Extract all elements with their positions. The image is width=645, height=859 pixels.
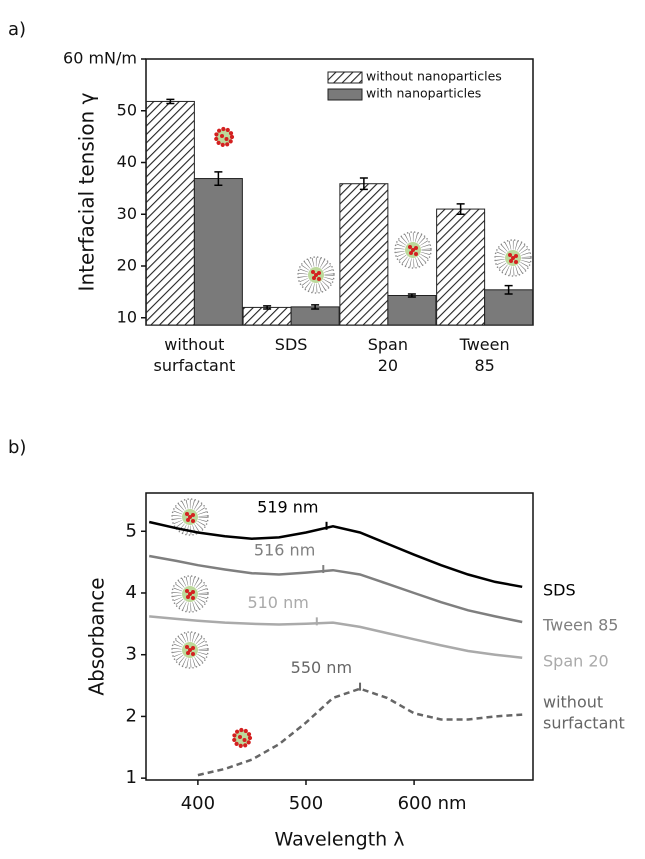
error-bar xyxy=(311,304,320,310)
legend-swatch xyxy=(327,88,363,101)
x-tick-label: SDS xyxy=(275,335,308,354)
bar xyxy=(242,306,292,326)
x-tick-label: 600 nm xyxy=(398,793,467,814)
peak-label: 550 nm xyxy=(291,658,352,677)
y-axis-title: Absorbance xyxy=(85,577,109,695)
error-bar xyxy=(166,98,175,105)
series-label: Tween 85 xyxy=(542,615,618,634)
nanoparticle-icon xyxy=(298,257,334,293)
nanoparticle-icon xyxy=(172,576,208,612)
peak-label: 510 nm xyxy=(247,593,308,612)
error-bar xyxy=(456,203,465,216)
line-series xyxy=(197,687,523,777)
x-tick-label: without surfactant xyxy=(153,335,235,375)
y-axis-title: Interfacial tension γ xyxy=(75,92,99,291)
nanoparticle-icon xyxy=(234,730,250,746)
y-tick-label: 60 mN/m xyxy=(63,49,137,68)
error-bar xyxy=(407,293,416,298)
y-tick-label: 5 xyxy=(126,520,137,541)
series-label: SDS xyxy=(543,580,576,599)
bar xyxy=(339,183,389,326)
nanoparticle-icon xyxy=(395,232,431,268)
nanoparticle-icon xyxy=(216,129,232,145)
error-bar xyxy=(504,284,513,295)
series-label: without surfactant xyxy=(543,692,625,732)
panel-label: a) xyxy=(8,19,26,40)
line-series xyxy=(148,554,523,624)
error-bar xyxy=(263,305,272,310)
x-tick-label: 400 xyxy=(181,793,215,814)
x-tick-label: Span 20 xyxy=(368,335,408,375)
y-tick-label: 1 xyxy=(126,767,137,788)
y-tick-label: 30 xyxy=(117,204,137,223)
legend-label: without nanoparticles xyxy=(366,69,502,84)
error-bar xyxy=(359,177,368,191)
bar xyxy=(145,100,195,326)
line-series xyxy=(149,615,523,660)
plot-frame xyxy=(145,492,534,781)
nanoparticle-icon xyxy=(495,240,531,276)
bar xyxy=(484,289,534,326)
y-tick-label: 3 xyxy=(126,644,137,665)
bar xyxy=(436,208,486,326)
y-tick-label: 2 xyxy=(126,705,137,726)
bar xyxy=(387,295,437,326)
y-tick-label: 10 xyxy=(117,307,137,326)
nanoparticle-icon xyxy=(172,632,208,668)
y-tick-label: 4 xyxy=(126,582,137,603)
x-tick-label: Tween 85 xyxy=(459,335,510,375)
legend-label: with nanoparticles xyxy=(366,86,481,101)
line-series xyxy=(148,520,523,589)
x-axis-title: Wavelength λ xyxy=(275,829,405,851)
x-tick-label: 500 xyxy=(289,793,323,814)
y-tick-label: 50 xyxy=(117,100,137,119)
y-tick-label: 20 xyxy=(117,256,137,275)
series-label: Span 20 xyxy=(543,651,609,670)
y-tick-label: 40 xyxy=(117,152,137,171)
legend-swatch xyxy=(327,71,363,84)
peak-label: 519 nm xyxy=(257,497,318,516)
panel-label: b) xyxy=(8,437,26,458)
bar xyxy=(193,178,243,326)
peak-label: 516 nm xyxy=(254,541,315,560)
error-bar xyxy=(214,171,223,187)
